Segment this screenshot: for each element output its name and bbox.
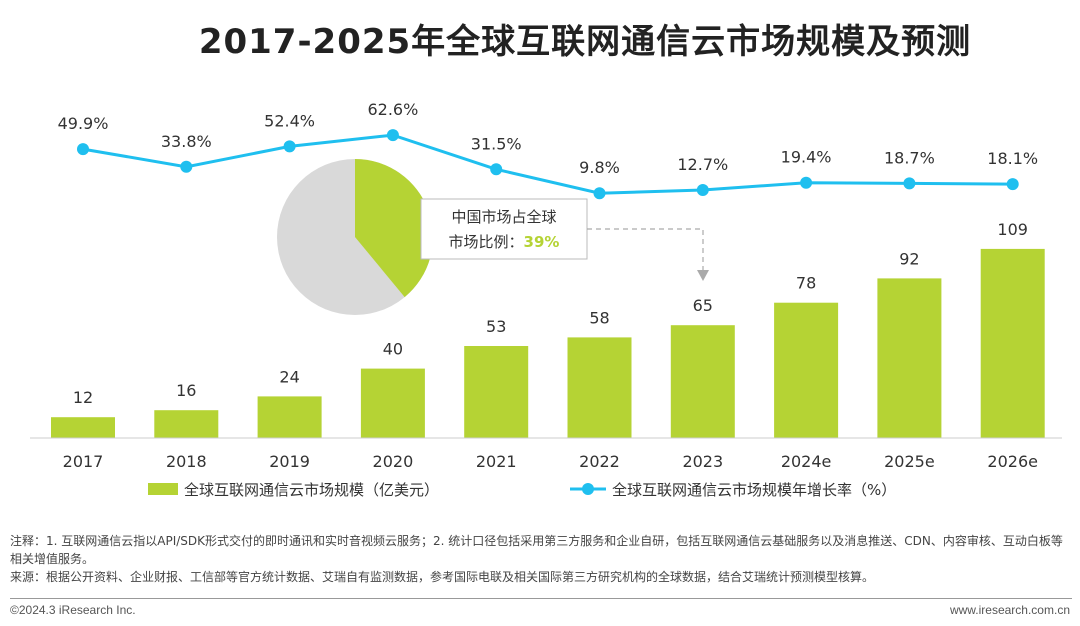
line-value-label: 9.8% [579,158,620,177]
pie-share-slice [355,159,433,298]
growth-line [82,133,1013,195]
x-tick-label: 2021 [476,452,517,471]
callout-text-line2: 市场比例：39% [449,233,560,251]
line-value-label: 18.7% [884,148,935,167]
line-point [283,140,296,153]
x-tick-label: 2022 [579,452,620,471]
website-text: www.iresearch.com.cn [949,603,1070,617]
chart-title: 2017-2025年全球互联网通信云市场规模及预测 [198,22,972,62]
line-point [593,187,606,200]
bar-series: 12 16 24 40 53 58 65 78 92 109 [51,220,1045,438]
legend-line-label: 全球互联网通信云市场规模年增长率（%） [612,481,896,499]
line-value-label: 52.4% [264,111,315,130]
callout-value: 39% [524,233,560,251]
bar [670,325,735,438]
legend-bar-label: 全球互联网通信云市场规模（亿美元） [184,481,439,499]
x-tick-label: 2019 [269,452,310,471]
callout-arrowhead [697,270,709,281]
bar [464,346,529,438]
bar [877,278,942,438]
line-value-label: 18.1% [987,149,1038,168]
line-point [77,143,89,156]
copyright-text: ©2024.3 iResearch Inc. [10,603,136,617]
x-tick-label: 2020 [373,452,414,471]
bar-value-label: 12 [73,388,93,407]
x-tick-label: 2017 [63,452,104,471]
line-value-label: 31.5% [471,134,522,153]
inset-pie-chart [277,159,433,315]
x-tick-label: 2026e [987,452,1038,471]
line-value-label: 19.4% [781,148,832,167]
line-point [386,129,399,142]
bar-value-label: 24 [279,367,299,386]
x-tick-label: 2025e [884,452,935,471]
x-tick-label: 2018 [166,452,207,471]
bar-value-label: 40 [383,340,403,359]
bar [360,368,425,438]
x-axis-ticks: 2017 2018 2019 2020 2021 2022 2023 2024e 2025e 20… [63,452,1038,471]
bar [567,337,632,438]
legend-bar-swatch [148,483,178,495]
line-value-label: 33.8% [161,132,212,151]
bar-value-label: 78 [796,274,816,293]
x-tick-label: 2024e [781,452,832,471]
x-tick-label: 2023 [682,452,723,471]
legend-line-marker [582,483,594,495]
bar [51,417,115,438]
bar [154,410,219,438]
line-point [800,176,813,189]
bar [257,396,322,438]
line-series: 49.9% 33.8% 52.4% 62.6% 31.5% 9.8% 12.7% 19.4% 1… [58,100,1038,200]
callout-text-line1: 中国市场占全球 [451,208,556,226]
bar [774,302,839,438]
callout-dashed-line [587,228,704,272]
line-point [180,160,193,173]
line-point [696,184,709,196]
bar-value-label: 65 [693,296,713,315]
line-point [490,163,503,176]
callout-box [420,198,588,260]
bar [980,248,1045,438]
line-point [903,177,916,190]
bar-value-label: 92 [899,249,919,268]
bar-value-label: 16 [176,381,196,400]
line-value-label: 62.6% [367,100,418,119]
footnote-note: 注释：1. 互联网通信云指以API/SDK形式交付的即时通讯和实时音视频云服务；… [10,534,1063,566]
line-value-label: 49.9% [58,114,109,133]
footer-divider [10,598,1072,599]
bar-value-label: 109 [997,220,1028,239]
bar-value-label: 58 [589,308,609,327]
footnote-source: 来源：根据公开资料、企业财报、工信部等官方统计数据、艾瑞自有监测数据，参考国际电… [10,570,875,584]
line-value-label: 12.7% [677,155,728,174]
line-point [1006,178,1019,191]
bar-value-label: 53 [486,317,506,336]
legend: 全球互联网通信云市场规模（亿美元） 全球互联网通信云市场规模年增长率（%） [148,481,896,499]
